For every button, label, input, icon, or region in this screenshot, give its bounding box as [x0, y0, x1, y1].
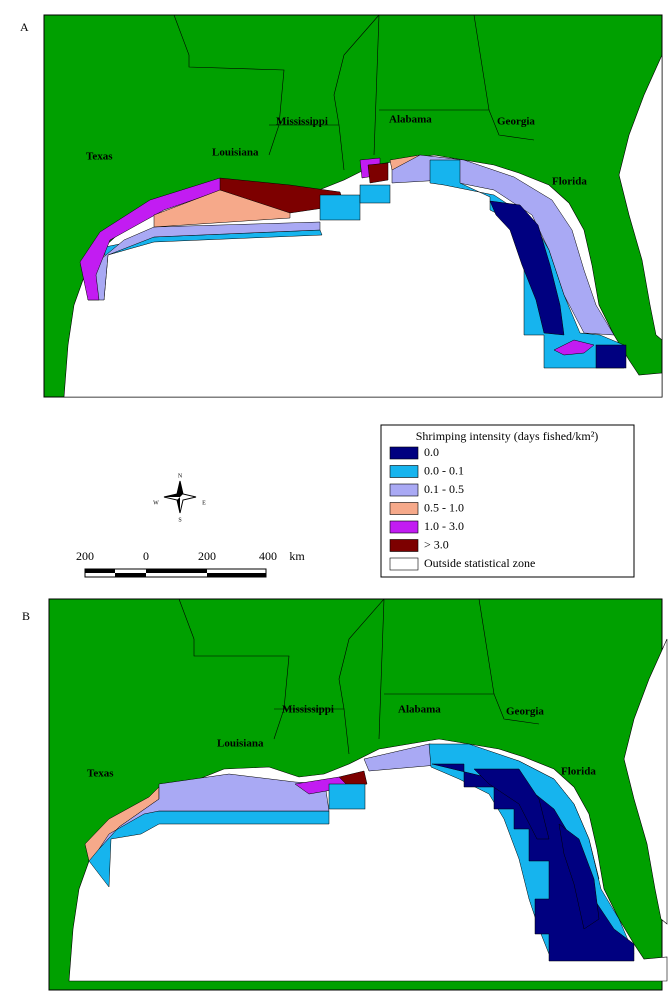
zone [595, 344, 627, 369]
legend-swatch [389, 483, 419, 497]
zone [319, 194, 361, 221]
state-label: Georgia [497, 116, 535, 128]
legend-title: Shrimping intensity (days fished/km²) [416, 429, 599, 443]
zone [489, 200, 565, 336]
state-label: Mississippi [276, 116, 328, 128]
state-label: Georgia [506, 706, 544, 718]
state-label: Louisiana [217, 738, 264, 750]
zone [553, 339, 595, 356]
legend-label: Outside statistical zone [424, 556, 535, 570]
scale-label: 200 [76, 549, 94, 563]
scale-label: 200 [198, 549, 216, 563]
legend-swatch [389, 557, 419, 571]
legend-label: 1.0 - 3.0 [424, 519, 464, 533]
zone [87, 221, 321, 301]
state-label: Alabama [398, 704, 441, 716]
panel-label: A [20, 20, 29, 34]
zone [338, 770, 368, 788]
compass-e: E [202, 500, 206, 506]
legend-swatch [389, 446, 419, 460]
state-labels: Texas Louisiana Mississippi Alabama Geor… [86, 114, 587, 188]
legend-label: 0.0 - 0.1 [424, 463, 464, 477]
state-label: Florida [561, 766, 596, 778]
state-label: Texas [86, 151, 113, 163]
scale-label: 400 [259, 549, 277, 563]
zone [473, 768, 550, 840]
zone [367, 162, 389, 184]
legend-label: 0.1 - 0.5 [424, 482, 464, 496]
state-label: Mississippi [282, 704, 334, 716]
scale-unit: km [289, 549, 305, 563]
state-labels: Texas Louisiana Mississippi Alabama Geor… [87, 704, 596, 780]
state-label: Texas [87, 768, 114, 780]
panel-b: B [22, 598, 668, 991]
legend-swatch [389, 520, 419, 534]
legend: Shrimping intensity (days fished/km²) 0.… [380, 424, 635, 578]
legend-label: 0.0 [424, 445, 439, 459]
state-label: Alabama [389, 114, 432, 126]
state-label: Louisiana [212, 147, 259, 159]
zone [328, 783, 366, 810]
zone [391, 154, 615, 336]
zone [558, 823, 600, 930]
legend-swatch [389, 539, 419, 552]
compass: N W E S [153, 473, 206, 523]
scale-bar: 200 0 200 400 km [76, 549, 305, 578]
legend-swatch [389, 465, 419, 478]
zone [359, 184, 391, 204]
state-label: Florida [552, 176, 587, 188]
compass-w: W [153, 500, 159, 506]
compass-s: S [178, 517, 181, 523]
scale-label: 0 [143, 549, 149, 563]
legend-label: 0.5 - 1.0 [424, 500, 464, 514]
legend-swatch [389, 502, 419, 515]
legend-label: > 3.0 [424, 537, 449, 551]
compass-n: N [178, 473, 183, 479]
panel-a: A [20, 14, 663, 398]
panel-label: B [22, 609, 30, 623]
